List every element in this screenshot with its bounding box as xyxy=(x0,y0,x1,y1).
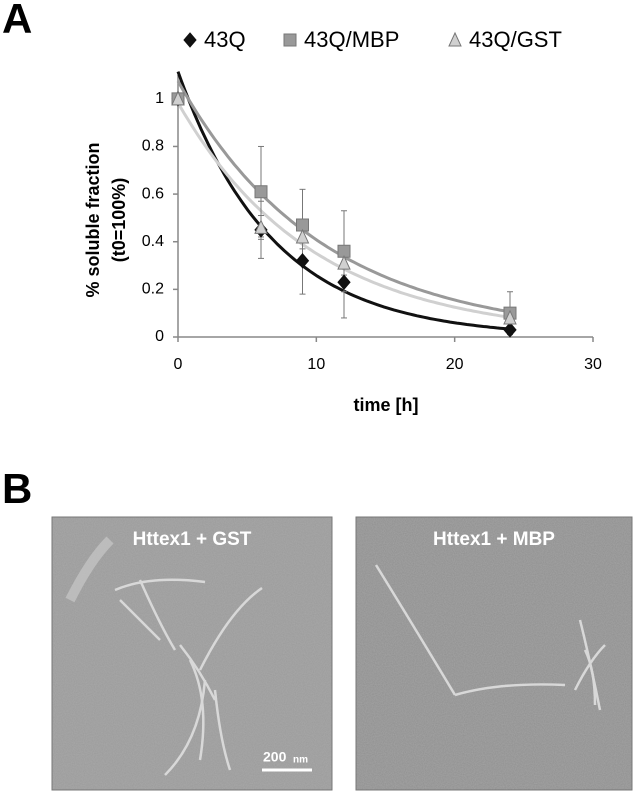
micrograph xyxy=(51,516,333,791)
y-axis-label: % soluble fraction xyxy=(83,142,103,297)
marker xyxy=(296,218,309,232)
marker xyxy=(337,274,351,290)
marker xyxy=(503,309,517,325)
y-tick-label: 0.6 xyxy=(142,185,164,202)
marker xyxy=(295,253,310,269)
legend-marker xyxy=(183,32,197,48)
y-tick-label: 1 xyxy=(155,90,164,107)
y-tick-label: 0.4 xyxy=(142,233,164,250)
legend-label: 43Q xyxy=(204,27,246,52)
legend-label: 43Q/GST xyxy=(469,27,562,52)
marker xyxy=(337,254,351,270)
scale-bar-unit: nm xyxy=(293,755,308,766)
marker xyxy=(503,322,517,338)
legend-label: 43Q/MBP xyxy=(304,27,399,52)
micrograph-label: Httex1 + MBP xyxy=(433,529,555,550)
marker xyxy=(295,228,310,244)
x-axis-label: time [h] xyxy=(354,395,419,415)
marker xyxy=(254,185,268,199)
micrograph xyxy=(355,516,633,791)
marker xyxy=(337,244,351,258)
marker xyxy=(254,219,268,234)
legend-marker xyxy=(283,33,297,47)
x-tick-label: 20 xyxy=(446,356,464,373)
y-tick-label: 0.2 xyxy=(142,281,164,298)
panel-label: B xyxy=(2,465,32,512)
panel-label: A xyxy=(2,0,32,42)
legend-marker xyxy=(448,31,462,47)
y-tick-label: 0 xyxy=(155,328,164,345)
micrograph-label: Httex1 + GST xyxy=(133,529,252,550)
y-tick-label: 0.8 xyxy=(142,138,164,155)
x-tick-label: 30 xyxy=(584,356,602,373)
x-tick-label: 0 xyxy=(174,356,183,373)
marker xyxy=(171,90,185,106)
x-tick-label: 10 xyxy=(307,356,325,373)
y-axis-label: (t0=100%) xyxy=(109,178,129,263)
scale-bar-label: 200 xyxy=(263,749,287,765)
